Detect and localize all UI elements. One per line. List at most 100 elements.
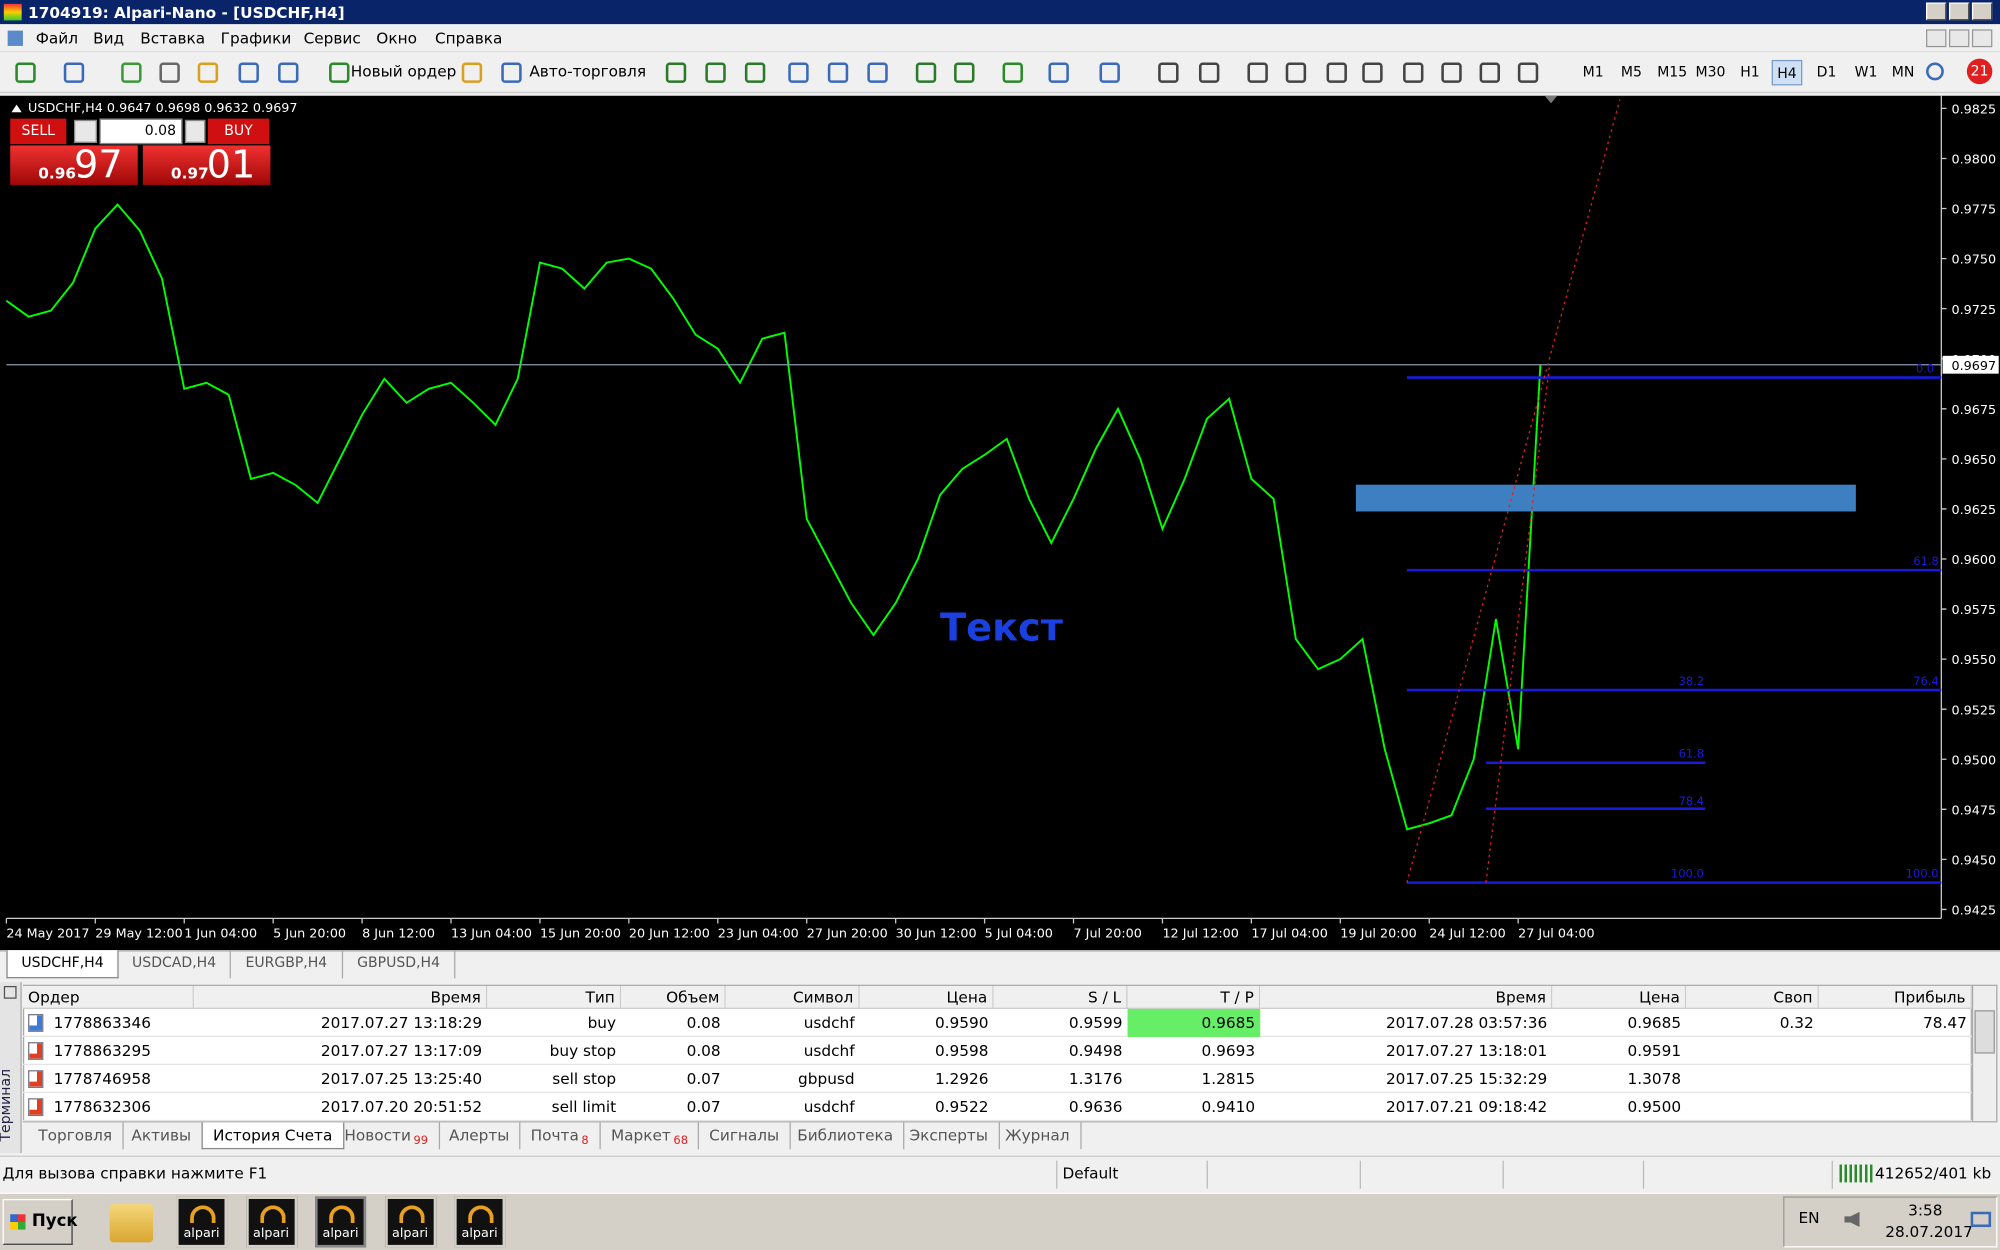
toolbar-icon[interactable] <box>121 62 142 83</box>
terminal-tab[interactable]: Сигналы <box>699 1122 791 1150</box>
search-icon[interactable] <box>1926 62 1944 81</box>
toolbar-icon[interactable] <box>15 62 36 83</box>
timeframe-button[interactable]: M1 <box>1582 63 1604 81</box>
column-header[interactable]: T / P <box>1127 985 1261 1009</box>
toolbar-icon[interactable] <box>1002 62 1023 83</box>
column-header[interactable]: Символ <box>725 985 860 1009</box>
window-button[interactable] <box>1948 2 1970 21</box>
toolbar-icon[interactable] <box>1198 62 1220 83</box>
column-header[interactable]: Время <box>193 985 488 1009</box>
mdi-button[interactable] <box>1926 29 1947 48</box>
mdi-button[interactable] <box>1948 29 1970 48</box>
toolbar-icon[interactable] <box>744 62 766 83</box>
window-button[interactable] <box>1926 2 1947 21</box>
column-header[interactable]: Объем <box>621 985 726 1009</box>
taskbar-app[interactable]: alpari <box>384 1196 436 1248</box>
toolbar-icon[interactable] <box>159 62 180 83</box>
toolbar-icon[interactable] <box>1479 62 1500 83</box>
toolbar-icon[interactable] <box>827 62 849 83</box>
terminal-tab[interactable]: Алерты <box>439 1122 521 1150</box>
toolbar-icon[interactable] <box>665 62 687 83</box>
table-row[interactable] <box>22 1009 1972 1037</box>
toolbar-icon[interactable] <box>1247 62 1268 83</box>
taskbar-app[interactable]: alpari <box>315 1196 367 1248</box>
toolbar-icon[interactable] <box>1285 62 1307 83</box>
toolbar-icon[interactable] <box>197 62 219 83</box>
bid-price-box[interactable]: 0.96 97 <box>10 143 138 187</box>
toolbar-icon[interactable] <box>1326 62 1347 83</box>
ask-price-box[interactable]: 0.97 01 <box>142 143 271 187</box>
notification-badge[interactable]: 21 <box>1966 58 1993 85</box>
table-row[interactable] <box>22 1037 1972 1066</box>
toolbar-icon[interactable] <box>1099 62 1120 83</box>
taskbar-app[interactable]: alpari <box>245 1196 297 1248</box>
column-header[interactable]: Время <box>1260 985 1553 1009</box>
timeframe-button[interactable]: W1 <box>1854 63 1878 81</box>
timeframe-button[interactable]: D1 <box>1816 63 1837 81</box>
timeframe-button[interactable]: M30 <box>1695 63 1726 81</box>
column-header[interactable]: Цена <box>859 985 994 1009</box>
toolbar-icon[interactable] <box>501 62 522 83</box>
toolbar-icon[interactable] <box>867 62 888 83</box>
timeframe-button[interactable]: H4 <box>1771 59 1803 86</box>
toolbar-icon[interactable] <box>1517 62 1539 83</box>
toolbar-icon[interactable] <box>788 62 809 83</box>
terminal-tab[interactable]: Почта 8 <box>520 1122 601 1150</box>
timeframe-button[interactable]: H1 <box>1740 63 1760 81</box>
chart-tab[interactable]: USDCAD,H4 <box>119 950 231 979</box>
terminal-tab[interactable]: Торговля <box>28 1122 124 1150</box>
toolbar-icon[interactable] <box>63 62 85 83</box>
menu-item[interactable]: Вид <box>93 29 125 48</box>
volume-down[interactable] <box>73 119 97 143</box>
tray-lang[interactable]: EN <box>1798 1209 1820 1228</box>
toolbar-icon[interactable] <box>915 62 937 83</box>
menu-item[interactable]: Справка <box>434 29 503 48</box>
column-header[interactable]: Своп <box>1686 985 1819 1009</box>
toolbar-icon[interactable] <box>705 62 726 83</box>
toolbar-icon[interactable] <box>238 62 259 83</box>
taskbar-app[interactable]: alpari <box>454 1196 506 1248</box>
taskbar-app[interactable]: alpari <box>176 1196 228 1248</box>
column-header[interactable]: Ордер <box>22 985 194 1009</box>
toolbar-icon[interactable] <box>461 62 483 83</box>
volume-up[interactable] <box>184 119 206 143</box>
terminal-tab[interactable]: Новости 99 <box>334 1122 440 1150</box>
show-desktop[interactable] <box>1970 1211 1992 1228</box>
sell-button[interactable]: SELL <box>10 118 67 145</box>
chart-tab[interactable]: GBPUSD,H4 <box>343 950 456 979</box>
chart-tab[interactable]: EURGBP,H4 <box>231 950 344 979</box>
chart-tab[interactable]: USDCHF,H4 <box>6 950 119 979</box>
column-header[interactable]: Тип <box>487 985 622 1009</box>
column-header[interactable]: Прибыль <box>1818 985 1972 1009</box>
toolbar-icon[interactable] <box>1441 62 1462 83</box>
terminal-tab[interactable]: Журнал <box>995 1122 1082 1150</box>
timeframe-button[interactable]: M15 <box>1657 63 1688 81</box>
terminal-tab[interactable]: Маркет 68 <box>601 1122 700 1150</box>
menu-item[interactable]: Окно <box>376 29 417 48</box>
window-button[interactable] <box>1971 2 1993 21</box>
auto-trading-button[interactable]: Авто-торговля <box>529 62 647 81</box>
new-order-button[interactable]: Новый ордер <box>350 62 457 81</box>
terminal-close[interactable] <box>3 985 17 999</box>
terminal-tab[interactable]: Библиотека <box>787 1122 905 1150</box>
mdi-button[interactable] <box>1971 29 1993 48</box>
buy-button[interactable]: BUY <box>207 118 270 145</box>
timeframe-button[interactable]: M5 <box>1620 63 1642 81</box>
volume-input[interactable]: 0.08 <box>99 118 183 145</box>
toolbar-icon[interactable] <box>1158 62 1179 83</box>
menu-item[interactable]: Вставка <box>140 29 206 48</box>
toolbar-icon[interactable] <box>278 62 299 83</box>
toolbar-icon[interactable] <box>1048 62 1069 83</box>
menu-item[interactable]: Файл <box>35 29 79 48</box>
table-row[interactable] <box>22 1093 1972 1122</box>
terminal-tab[interactable]: Эксперты <box>899 1122 1000 1150</box>
menu-item[interactable]: Сервис <box>303 29 361 48</box>
toolbar-icon[interactable] <box>954 62 975 83</box>
toolbar-icon[interactable] <box>1362 62 1383 83</box>
timeframe-button[interactable]: MN <box>1891 63 1915 81</box>
toolbar-icon[interactable] <box>329 62 350 83</box>
quick-launch-folder[interactable] <box>109 1204 154 1243</box>
terminal-tab[interactable]: Активы <box>121 1122 203 1150</box>
table-row[interactable] <box>22 1065 1972 1094</box>
column-header[interactable]: S / L <box>993 985 1128 1009</box>
